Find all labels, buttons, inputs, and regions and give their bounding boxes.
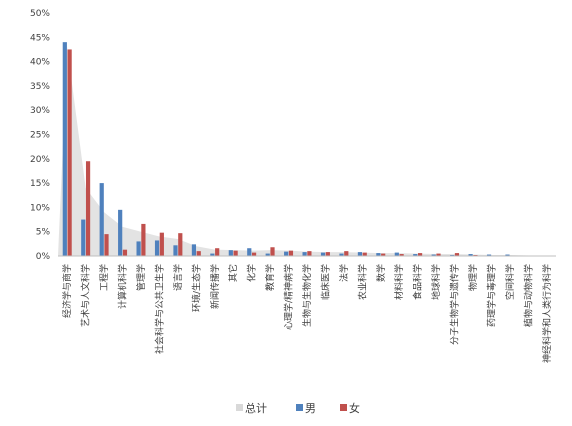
x-category-label: 环境/生态学 bbox=[190, 264, 202, 312]
y-tick-label: 0% bbox=[36, 252, 51, 262]
legend: 总计 男 女 bbox=[236, 401, 360, 415]
bar-male bbox=[357, 252, 363, 256]
bar-female bbox=[178, 233, 183, 256]
x-category-label: 数学 bbox=[375, 264, 387, 282]
bar-male bbox=[265, 253, 270, 256]
x-category-label: 心理学/精神病学 bbox=[283, 264, 295, 330]
total-area bbox=[58, 47, 556, 256]
y-tick-label: 5% bbox=[36, 228, 51, 238]
x-category-label: 材料科学 bbox=[393, 264, 405, 300]
bar-male bbox=[413, 254, 418, 256]
bar-male bbox=[302, 252, 307, 256]
bar-female bbox=[159, 232, 164, 256]
bar-male bbox=[431, 254, 436, 256]
y-tick-label: 40% bbox=[30, 58, 50, 68]
total-area-series bbox=[58, 47, 556, 256]
x-category-label: 教育学 bbox=[264, 264, 276, 291]
bar-female bbox=[417, 253, 423, 256]
y-tick-label: 20% bbox=[30, 155, 50, 165]
x-category-label: 社会科学与公共卫生学 bbox=[153, 264, 165, 354]
bar-male bbox=[468, 254, 473, 256]
bar-female bbox=[85, 161, 91, 256]
bar-male bbox=[339, 253, 344, 256]
legend-swatch bbox=[296, 404, 303, 411]
legend-label: 女 bbox=[349, 401, 360, 415]
x-category-label: 分子生物学与遗传学 bbox=[449, 264, 461, 345]
x-category-label: 生物与生物化学 bbox=[301, 264, 313, 327]
bar-male bbox=[376, 253, 381, 256]
bars bbox=[62, 42, 552, 257]
bar-male bbox=[118, 209, 123, 256]
bar-female bbox=[141, 223, 146, 256]
bar-female bbox=[270, 247, 275, 256]
bar-female bbox=[454, 253, 460, 256]
bar-female bbox=[196, 251, 201, 256]
bar-female bbox=[307, 251, 312, 256]
x-category-label: 艺术与人文科学 bbox=[80, 264, 92, 327]
y-axis: 0% 5% 10% 15% 20% 25% 30% 35% 40% 45% 50% bbox=[30, 9, 50, 262]
bar-male bbox=[320, 252, 326, 256]
bar-male bbox=[284, 251, 289, 256]
x-category-label: 经济学与商学 bbox=[61, 264, 73, 318]
bar-female bbox=[381, 253, 386, 256]
x-category-label: 食品科学 bbox=[412, 264, 424, 300]
bar-female bbox=[288, 250, 294, 256]
bar-female bbox=[233, 250, 238, 256]
bar-female bbox=[399, 254, 404, 256]
x-category-label: 物理学 bbox=[467, 264, 479, 291]
x-category-label: 植物与动物科学 bbox=[522, 264, 534, 327]
bar-female bbox=[104, 234, 109, 256]
x-category-label: 工程学 bbox=[98, 264, 110, 291]
bar-female bbox=[325, 252, 330, 256]
x-category-label: 语言学 bbox=[172, 264, 184, 291]
x-category-label: 农业科学 bbox=[356, 264, 368, 300]
x-axis: 经济学与商学 艺术与人文科学 工程学 计算机科学 管理学 社会科学与公共卫生学 语言学 环境/… bbox=[58, 255, 556, 363]
x-category-label: 地球科学 bbox=[430, 264, 442, 300]
legend-swatch bbox=[236, 404, 243, 411]
legend-label: 男 bbox=[305, 402, 316, 415]
bar-male bbox=[81, 219, 86, 256]
x-category-label: 法学 bbox=[338, 264, 350, 282]
bar-male bbox=[154, 240, 160, 256]
x-category-label: 新闻传播学 bbox=[209, 264, 221, 309]
x-category-label: 空间科学 bbox=[504, 264, 516, 300]
bar-male bbox=[486, 254, 492, 256]
bar-female bbox=[122, 249, 128, 256]
x-category-label: 神经科学和人类行为科学 bbox=[541, 264, 553, 363]
bar-male bbox=[173, 245, 178, 256]
bar-male bbox=[99, 183, 104, 256]
bar-male bbox=[136, 241, 141, 256]
y-tick-label: 30% bbox=[30, 106, 50, 116]
x-category-label: 化学 bbox=[246, 264, 258, 282]
x-category-label: 临床医学 bbox=[319, 264, 331, 300]
bar-female bbox=[67, 49, 72, 257]
y-tick-label: 10% bbox=[30, 203, 50, 213]
y-tick-label: 35% bbox=[30, 82, 50, 92]
bar-male bbox=[62, 42, 67, 256]
x-category-label: 其它 bbox=[227, 264, 239, 282]
bar-male bbox=[210, 253, 215, 256]
bar-female bbox=[251, 252, 257, 256]
bar-male bbox=[191, 244, 197, 256]
legend-swatch bbox=[340, 404, 347, 411]
y-tick-label: 45% bbox=[30, 33, 50, 43]
bar-male bbox=[505, 254, 510, 256]
legend-label: 总计 bbox=[245, 401, 267, 415]
y-tick-label: 15% bbox=[30, 179, 50, 189]
y-tick-label: 25% bbox=[30, 131, 50, 141]
bar-male bbox=[228, 250, 233, 256]
bar-male bbox=[394, 252, 399, 256]
bar-female bbox=[362, 252, 367, 256]
bar-male bbox=[247, 248, 252, 256]
bar-female bbox=[215, 248, 220, 256]
bar-female bbox=[344, 251, 349, 256]
x-category-label: 管理学 bbox=[135, 264, 147, 291]
bar-female bbox=[436, 253, 441, 256]
x-category-label: 计算机科学 bbox=[117, 264, 129, 309]
y-tick-label: 50% bbox=[30, 9, 50, 19]
x-category-label: 药理学与毒理学 bbox=[485, 264, 497, 327]
